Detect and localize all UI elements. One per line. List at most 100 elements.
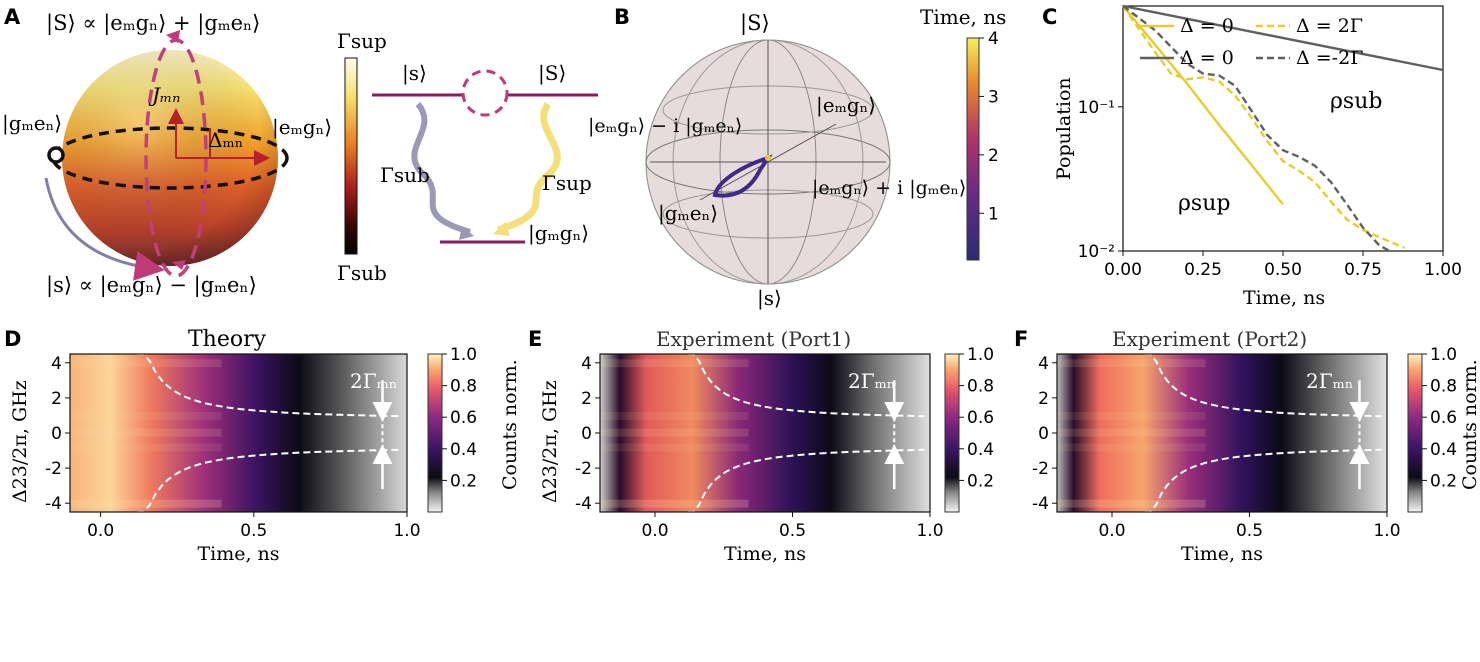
heatmap-band	[70, 499, 222, 508]
colorbar-f	[1407, 353, 1423, 513]
y-tick-label-c: 10⁻¹	[1078, 98, 1115, 118]
heatmap-band	[1057, 499, 1206, 508]
rate-sup-label: Γsup	[542, 171, 592, 195]
heatmap-band	[600, 428, 749, 437]
x-tick-label: 0.0	[87, 521, 114, 541]
x-tick-label: 0.5	[240, 521, 267, 541]
bloch-bottom-label: |s⟩	[757, 286, 782, 311]
cbar-b-title: Time, ns	[920, 5, 1006, 29]
x-tick-label: 0.0	[1098, 521, 1125, 541]
x-axis-label: Time, ns	[1181, 543, 1263, 565]
xlabel-c: Time, ns	[1243, 287, 1325, 309]
rho-sub-label: ρsub	[1330, 89, 1382, 114]
y-tick-label: -4	[1032, 494, 1049, 514]
panel-f: F Experiment (Port2) 2Γₘₙ Counts norm.	[1014, 327, 1480, 513]
decay-sup-arrow	[496, 102, 561, 234]
guide-curve-upper	[688, 353, 925, 418]
heatmap-band	[1057, 411, 1206, 420]
heatmap-band	[1057, 443, 1206, 452]
series-line-2	[1122, 4, 1444, 72]
ylabel-c: Population	[1053, 77, 1075, 180]
cbar-top-label: Γsup	[337, 29, 387, 53]
panel-b: B |S⟩ |s⟩ |gₘeₙ⟩ |eₘgₙ⟩ |eₘgₙ⟩ − i |gₘeₙ…	[588, 5, 1006, 311]
cbar-b-tick-label: 1	[988, 204, 999, 224]
bloch-plus-i-label: |eₘgₙ⟩ + i |gₘeₙ⟩	[812, 177, 966, 199]
x-tick-label-c: 0.25	[1184, 260, 1222, 280]
legend-label: Δ =-2Γ	[1296, 47, 1363, 69]
legend-label: Δ = 0	[1180, 47, 1234, 69]
x-axis-label: Time, ns	[197, 543, 279, 565]
level-S-label: |S⟩	[538, 61, 566, 86]
cbar-d-label: Counts norm.	[499, 359, 521, 490]
cbar-f-label: Counts norm.	[1459, 359, 1480, 490]
axes-c	[1122, 5, 1444, 252]
ket-left-label: |gₘeₙ⟩	[2, 111, 62, 136]
guide-curve-lower	[688, 448, 925, 513]
heatmap-band	[600, 359, 749, 368]
level-g-label: |gₘgₙ⟩	[528, 221, 589, 246]
heatmap-band	[1057, 428, 1206, 437]
cbar-b-tick-label: 3	[988, 87, 999, 107]
x-tick-label-c: 0.75	[1344, 260, 1382, 280]
cbar-tick-label: 0.2	[450, 471, 477, 491]
cbar-tick-label: 0.4	[967, 440, 994, 460]
guide-curve-lower	[1145, 448, 1382, 513]
y-tick-label: 0	[581, 424, 592, 444]
y-axis-label: Δ23/2π, GHz	[539, 380, 561, 503]
cbar-b-tick-label: 2	[988, 146, 999, 166]
rho-sup-label: ρsup	[1178, 191, 1230, 216]
bloch-top-label: |S⟩	[740, 11, 770, 36]
y-tick-label: 2	[51, 389, 62, 409]
detuning-label: Δₘₙ	[208, 128, 243, 152]
heatmap-band	[70, 428, 222, 437]
bloch-minus-i-label: |eₘgₙ⟩ − i |gₘeₙ⟩	[588, 115, 742, 137]
cbar-tick-label: 0.8	[450, 377, 477, 397]
heatmap-band	[600, 443, 749, 452]
colorbar-a	[344, 57, 358, 255]
decay-sub-arrow	[411, 102, 471, 235]
x-tick-label: 1.0	[393, 521, 420, 541]
rate-sub-label: Γsub	[380, 163, 430, 187]
y-tick-label: -2	[45, 459, 62, 479]
heatmap-f	[1057, 354, 1387, 512]
panel-label-d: D	[4, 327, 21, 351]
title-e: Experiment (Port1)	[656, 327, 851, 351]
panel-label-b: B	[614, 5, 630, 29]
ket-plus-label: |S⟩ ∝ |eₘgₙ⟩ + |gₘeₙ⟩	[46, 11, 260, 36]
heatmap-band	[600, 411, 749, 420]
y-tick-label: 2	[581, 389, 592, 409]
y-tick-label-c: 10⁻²	[1078, 242, 1115, 262]
series-line-0	[1122, 5, 1284, 206]
cbar-bottom-label: Γsub	[337, 261, 387, 285]
x-tick-label: 1.0	[916, 521, 943, 541]
panel-label-a: A	[4, 5, 21, 29]
bloch-left-label: |gₘeₙ⟩	[658, 201, 718, 226]
x-tick-label: 0.5	[1236, 521, 1263, 541]
x-tick-label-c: 0.50	[1264, 260, 1302, 280]
cbar-tick-label: 0.8	[967, 377, 994, 397]
y-tick-label: 0	[1038, 424, 1049, 444]
heatmap-d	[70, 354, 407, 512]
cbar-tick-label: 0.6	[967, 408, 994, 428]
heatmap-band	[1057, 359, 1206, 368]
cbar-tick-label: 0.6	[1430, 408, 1457, 428]
guide-curve-upper	[1145, 353, 1382, 418]
coupling-label: Jₘₙ	[148, 83, 180, 107]
marker-e: 2Γₘₙ	[848, 369, 896, 393]
heatmap-band	[600, 499, 749, 508]
y-tick-label: 4	[51, 354, 62, 374]
x-axis-label: Time, ns	[724, 543, 806, 565]
panel-label-f: F	[1014, 327, 1028, 351]
cbar-tick-label: 0.2	[967, 471, 994, 491]
marker-d: 2Γₘₙ	[350, 369, 398, 393]
arrow-up-icon	[166, 30, 180, 43]
legend-label: Δ = 2Γ	[1296, 15, 1363, 37]
cbar-tick-label: 0.4	[450, 440, 477, 460]
trajectory	[712, 154, 773, 198]
cbar-tick-label: 1.0	[450, 345, 477, 365]
y-tick-label: 2	[1038, 389, 1049, 409]
y-tick-label: 0	[51, 424, 62, 444]
colorbar-b	[966, 37, 980, 261]
cbar-b-tick-label: 4	[988, 29, 999, 49]
panel-label-c: C	[1042, 5, 1057, 29]
